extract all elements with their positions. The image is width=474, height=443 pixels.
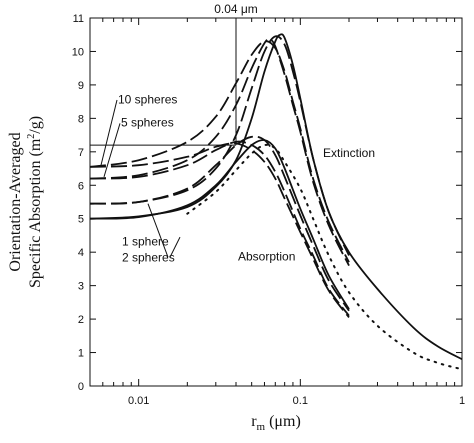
y-tick-label: 8 (78, 113, 84, 125)
x-tick-label: 0.01 (128, 395, 149, 407)
absorption-label: Absorption (238, 250, 295, 264)
absorption-curve-8 (186, 143, 463, 371)
label-2-spheres: 2 spheres (122, 251, 175, 265)
x-axis: 0.01 0.1 1 (89, 18, 465, 407)
absorption-curve-5 (89, 135, 350, 312)
marker-label: 0.04 μm (214, 2, 258, 16)
y-tick-label: 1 (78, 348, 84, 360)
y-tick-label: 5 (78, 214, 84, 226)
data-curves (89, 33, 463, 371)
x-axis-title-unit: (μm) (265, 413, 301, 430)
label-10-spheres: 10 spheres (118, 92, 177, 106)
label-1-sphere: 1 sphere (122, 234, 169, 248)
extinction-curve-0 (89, 33, 463, 360)
y-axis-title-tail: /g) (27, 116, 44, 134)
x-tick-label: 0.1 (293, 395, 308, 407)
y-tick-label: 0 (78, 381, 84, 393)
y-tick-label: 3 (78, 281, 84, 293)
y-tick-label: 4 (78, 247, 84, 259)
y-axis-title-main: Specific Absorption (m (27, 138, 44, 288)
extinction-curve-3 (89, 40, 350, 263)
x-axis-title-main: r (251, 413, 257, 430)
label-5-spheres: 5 spheres (121, 116, 174, 130)
plot-frame (89, 17, 463, 387)
x-axis-title-sub: m (257, 421, 266, 433)
leader-1-sphere (147, 203, 169, 258)
y-axis-title-sup: 2 (26, 134, 37, 139)
extinction-curve-1 (89, 35, 350, 256)
absorption-curve-6 (89, 140, 350, 317)
y-tick-label: 7 (78, 147, 84, 159)
y-axis: 0 1 2 3 4 5 6 7 8 9 10 11 (72, 13, 462, 393)
axis-titles: rm (μm) Orientation-Averaged Specific Abso… (7, 116, 301, 433)
absorption-curve-7 (89, 142, 350, 318)
y-axis-title-line2: Specific Absorption (m2/g) (26, 116, 44, 288)
leader-2-spheres (169, 236, 181, 258)
y-tick-label: 2 (78, 314, 84, 326)
plot-area (89, 17, 463, 387)
leader-5-spheres (103, 123, 121, 178)
y-axis-title-line1: Orientation-Averaged (7, 132, 24, 271)
extinction-label: Extinction (323, 146, 375, 160)
y-tick-label: 9 (78, 80, 84, 92)
y-tick-label: 6 (78, 180, 84, 192)
annotations: 0.04 μm Extinction Absorption 10 spheres 5 s… (90, 2, 375, 265)
leader-10-spheres (100, 99, 118, 166)
y-tick-label: 10 (72, 46, 84, 58)
x-tick-label: 1 (459, 395, 465, 407)
y-tick-label: 11 (73, 13, 84, 25)
x-axis-title: rm (μm) (251, 413, 301, 433)
